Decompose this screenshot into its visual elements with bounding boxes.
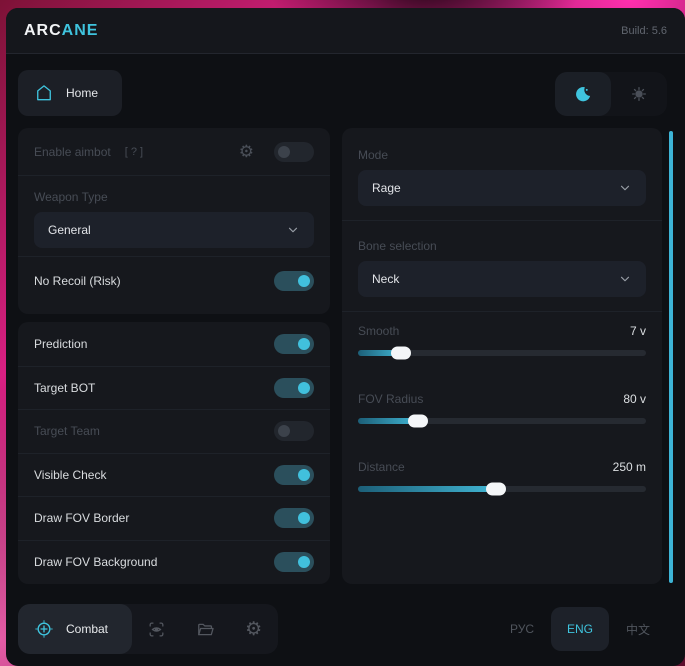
smooth-label: Smooth bbox=[358, 324, 400, 338]
crosshair-icon bbox=[34, 619, 54, 639]
prediction-toggle[interactable] bbox=[274, 333, 314, 354]
toggle-row-prediction: Prediction bbox=[18, 322, 330, 366]
lang-rus-button[interactable]: РУС bbox=[509, 622, 535, 636]
toggle-row-target-bot: Target BOT bbox=[18, 365, 330, 410]
home-icon bbox=[34, 83, 54, 103]
help-hint[interactable]: [ ? ] bbox=[124, 145, 144, 158]
draw-fov-border-toggle[interactable] bbox=[274, 508, 314, 529]
distance-label: Distance bbox=[358, 460, 405, 474]
toggle-knob bbox=[278, 145, 290, 158]
slider-knob[interactable] bbox=[408, 414, 429, 428]
slider-knob[interactable] bbox=[486, 482, 507, 496]
toggle-knob bbox=[298, 274, 310, 287]
toggle-knob bbox=[298, 337, 310, 350]
toggle-knob bbox=[298, 555, 310, 568]
toggle-row-draw-fov-border: Draw FOV Border bbox=[18, 496, 330, 540]
smooth-value: 7 v bbox=[629, 324, 646, 338]
mode-value: Rage bbox=[372, 181, 401, 195]
enable-aimbot-label: Enable aimbot bbox=[34, 144, 111, 159]
aimbot-panel: Enable aimbot [ ? ] ⚙ Weapon Type Genera… bbox=[18, 128, 330, 314]
no-recoil-row: No Recoil (Risk) bbox=[18, 256, 330, 304]
slider-fill bbox=[358, 486, 497, 492]
toggle-row-draw-fov-background: Draw FOV Background bbox=[18, 539, 330, 584]
fov-radius-slider-block: FOV Radius 80 v bbox=[342, 380, 662, 428]
toggle-label: Prediction bbox=[34, 336, 88, 351]
home-tab[interactable]: Home bbox=[18, 70, 122, 116]
toggle-label: Draw FOV Border bbox=[34, 511, 130, 526]
home-label: Home bbox=[66, 86, 99, 100]
lang-eng-button[interactable]: ENG bbox=[551, 607, 609, 651]
gear-icon: ⚙ bbox=[245, 618, 263, 640]
combat-tab[interactable]: Combat bbox=[18, 604, 132, 654]
cheat-menu-window: ARCANE Build: 5.6 Home bbox=[6, 8, 685, 666]
slider-fill bbox=[358, 350, 402, 356]
configs-tab[interactable] bbox=[181, 620, 230, 639]
lang-zh-button[interactable]: 中文 bbox=[625, 622, 650, 637]
enable-aimbot-toggle[interactable] bbox=[274, 141, 314, 162]
language-switcher: РУС ENG 中文 bbox=[493, 607, 667, 651]
scrollbar[interactable] bbox=[669, 131, 673, 583]
visible-check-toggle[interactable] bbox=[274, 464, 314, 485]
weapon-type-value: General bbox=[48, 223, 91, 237]
distance-slider-block: Distance 250 m bbox=[342, 448, 662, 496]
theme-switcher bbox=[555, 72, 667, 116]
smooth-slider[interactable] bbox=[358, 346, 646, 360]
light-mode-button[interactable] bbox=[611, 72, 667, 116]
smooth-slider-block: Smooth 7 v bbox=[342, 312, 662, 360]
eye-scan-icon bbox=[147, 620, 166, 639]
chevron-down-icon bbox=[286, 223, 300, 237]
fov-radius-label: FOV Radius bbox=[358, 392, 424, 406]
brand-logo: ARCANE bbox=[24, 22, 98, 40]
combat-label: Combat bbox=[66, 622, 109, 636]
draw-fov-background-toggle[interactable] bbox=[274, 551, 314, 572]
toggle-knob bbox=[298, 468, 310, 481]
toggle-label: Draw FOV Background bbox=[34, 554, 158, 569]
settings-panel: Mode Rage Bone selection Neck Smooth bbox=[342, 128, 662, 584]
fov-radius-slider[interactable] bbox=[358, 414, 646, 428]
chevron-down-icon bbox=[618, 272, 632, 286]
dark-mode-button[interactable] bbox=[555, 72, 611, 116]
bone-selection-label: Bone selection bbox=[358, 239, 437, 253]
visuals-tab[interactable] bbox=[132, 620, 181, 639]
aimbot-config-gear-icon[interactable]: ⚙ bbox=[238, 142, 254, 161]
toggle-row-target-team: Target Team bbox=[18, 409, 330, 453]
title-bar: ARCANE Build: 5.6 bbox=[6, 8, 685, 54]
mode-dropdown[interactable]: Rage bbox=[358, 170, 646, 206]
slider-knob[interactable] bbox=[391, 346, 412, 360]
brand-prefix: ARC bbox=[24, 21, 62, 39]
toggle-label: Target Team bbox=[34, 424, 100, 439]
bone-selection-dropdown[interactable]: Neck bbox=[358, 261, 646, 297]
distance-value: 250 m bbox=[612, 460, 646, 474]
chevron-down-icon bbox=[618, 181, 632, 195]
no-recoil-label: No Recoil (Risk) bbox=[34, 273, 121, 288]
divider bbox=[342, 220, 662, 221]
distance-slider[interactable] bbox=[358, 482, 646, 496]
bone-selection-value: Neck bbox=[372, 272, 400, 286]
settings-tab[interactable]: ⚙ bbox=[229, 620, 278, 639]
slider-fill bbox=[358, 418, 419, 424]
toggle-knob bbox=[278, 425, 290, 438]
toggle-knob bbox=[298, 512, 310, 525]
toggle-label: Visible Check bbox=[34, 467, 107, 482]
divider bbox=[342, 311, 662, 312]
brand-suffix: ANE bbox=[61, 21, 99, 39]
sun-icon bbox=[631, 86, 647, 102]
toggle-row-visible-check: Visible Check bbox=[18, 452, 330, 497]
enable-aimbot-row: Enable aimbot [ ? ] ⚙ bbox=[18, 128, 330, 176]
bottom-tab-bar: Combat bbox=[18, 604, 278, 654]
fov-radius-value: 80 v bbox=[623, 392, 646, 406]
moon-icon bbox=[574, 85, 592, 103]
toggles-panel: Prediction Target BOT Target Team Visibl… bbox=[18, 322, 330, 584]
no-recoil-toggle[interactable] bbox=[274, 270, 314, 291]
toggle-label: Target BOT bbox=[34, 380, 96, 395]
weapon-type-dropdown[interactable]: General bbox=[34, 212, 314, 248]
build-version: Build: 5.6 bbox=[621, 24, 667, 37]
folder-open-icon bbox=[196, 620, 215, 639]
toggle-knob bbox=[298, 381, 310, 394]
mode-label: Mode bbox=[358, 148, 389, 162]
target-team-toggle[interactable] bbox=[274, 421, 314, 442]
target-bot-toggle[interactable] bbox=[274, 377, 314, 398]
weapon-type-label: Weapon Type bbox=[34, 190, 108, 204]
